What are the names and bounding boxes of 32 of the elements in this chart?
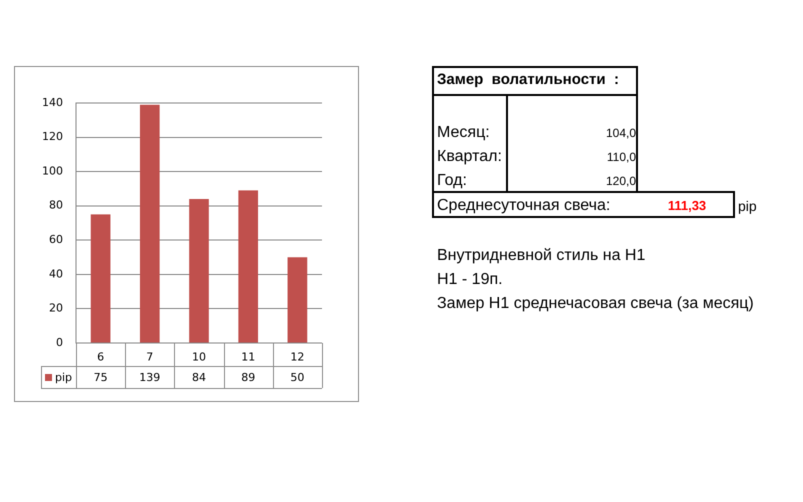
y-tick-label: 140 <box>42 96 63 109</box>
y-tick-label: 100 <box>42 164 63 178</box>
x-tick-label: 6 <box>97 350 104 364</box>
x-tick-label: 11 <box>241 350 256 364</box>
text: Внутридневной стиль на H1 <box>437 246 646 266</box>
x-tick-label: 12 <box>290 350 304 364</box>
data-label: 139 <box>139 370 160 384</box>
text: 104,0 <box>606 125 636 142</box>
text: 111,33 <box>668 197 706 215</box>
y-tick-label: 0 <box>56 336 63 349</box>
text: H1 - 19п. <box>437 270 503 290</box>
legend-label: pip <box>55 370 72 384</box>
text: Квартал: <box>437 147 502 167</box>
y-tick-label: 20 <box>49 302 63 315</box>
text: Месяц: <box>437 123 490 143</box>
text: Среднесуточная свеча: <box>437 196 610 216</box>
x-tick-label: 10 <box>192 350 206 364</box>
y-tick-label: 40 <box>49 267 63 280</box>
y-tick-label: 80 <box>49 198 63 212</box>
text: Замер H1 среднечасовая свеча (за месяц) <box>437 294 754 314</box>
text: Замер волатильности : <box>437 70 619 90</box>
y-tick-label: 120 <box>42 130 63 144</box>
x-tick-label: 7 <box>146 350 154 364</box>
text: Год: <box>437 171 467 191</box>
y-tick-label: 60 <box>49 233 63 246</box>
data-label: 89 <box>241 370 256 384</box>
data-label: 75 <box>94 370 108 384</box>
data-label: 84 <box>192 370 206 384</box>
text: 110,0 <box>606 149 636 166</box>
text: pip <box>738 197 757 216</box>
data-label: 50 <box>290 370 304 384</box>
text: 120,0 <box>606 173 636 190</box>
